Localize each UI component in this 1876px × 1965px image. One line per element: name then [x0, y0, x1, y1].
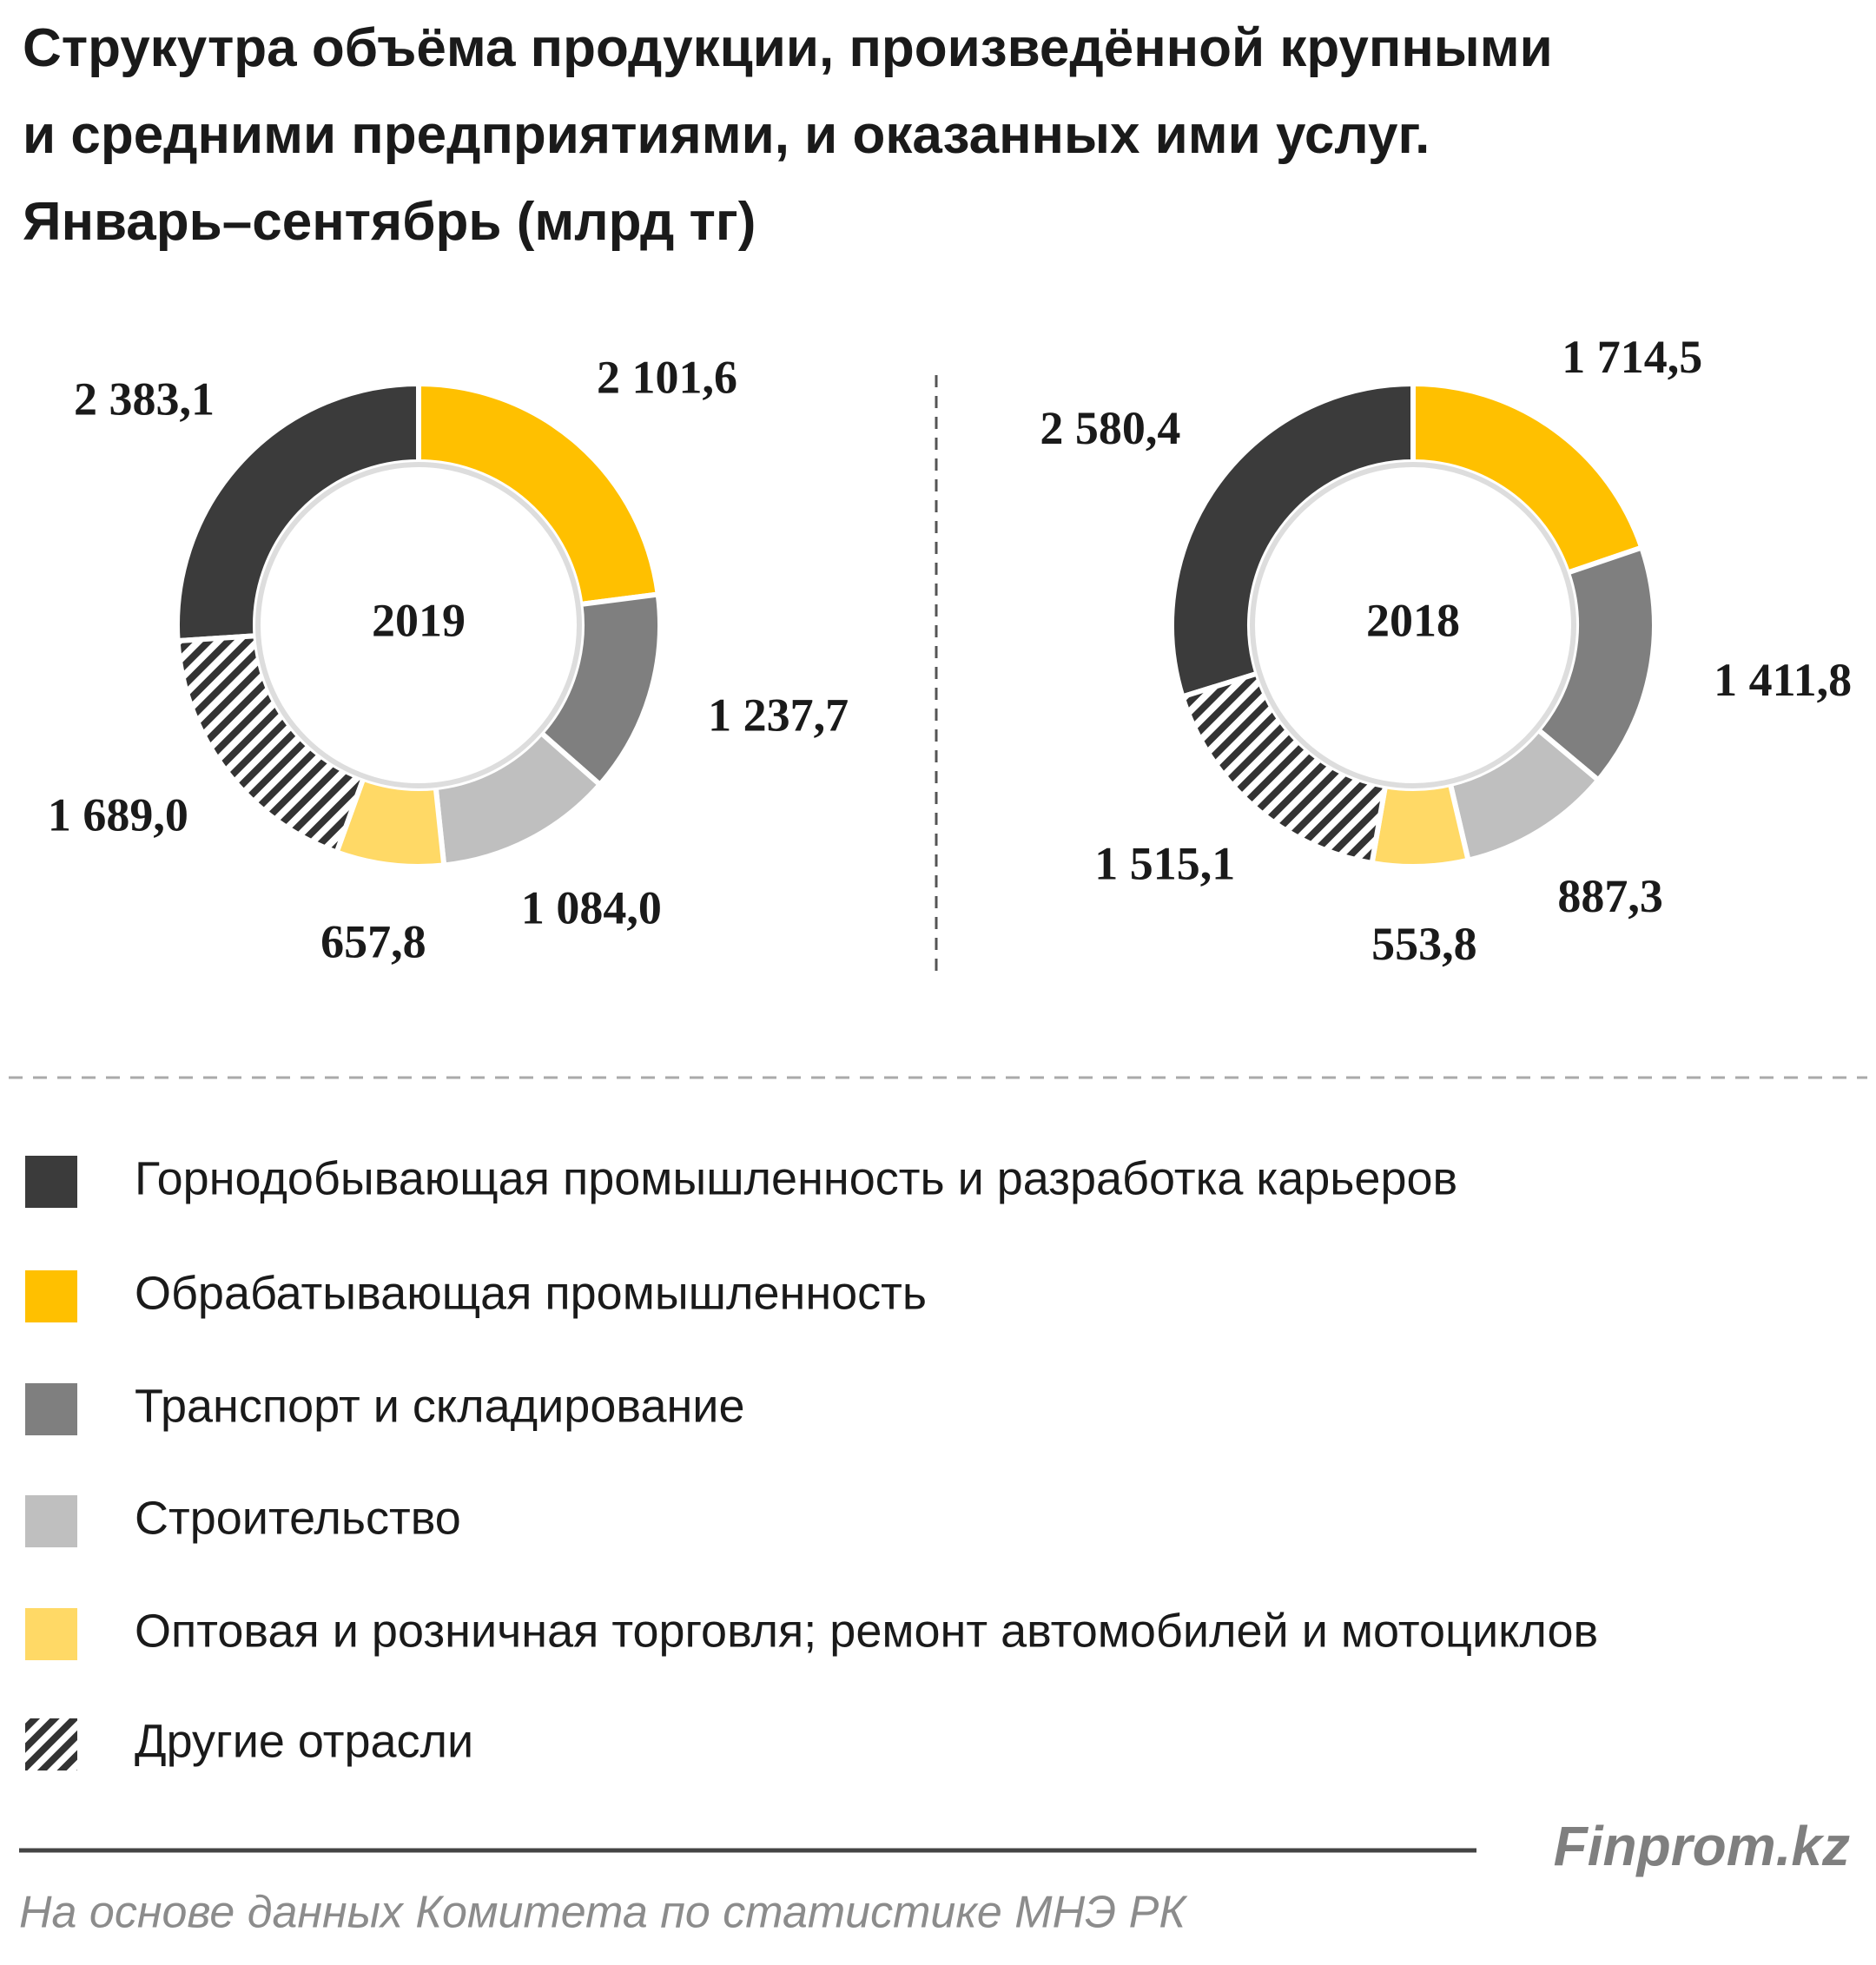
donut-segment — [1169, 380, 1416, 701]
legend-swatch — [25, 1270, 77, 1322]
value-label: 2 580,4 — [1040, 402, 1180, 454]
inner-shadow — [1250, 462, 1576, 788]
value-label: 1 411,8 — [1714, 654, 1852, 706]
donut-segment — [1410, 380, 1646, 577]
legend-label: Транспорт и складирование — [135, 1380, 745, 1432]
title-line: и средними предприятиями, и оказанных им… — [23, 105, 1430, 165]
value-label: 1 084,0 — [521, 882, 662, 934]
donut-segment — [175, 633, 367, 856]
value-label: 1 515,1 — [1094, 838, 1235, 890]
legend-swatch — [25, 1495, 77, 1547]
value-label: 553,8 — [1371, 918, 1477, 970]
value-label: 1 689,0 — [48, 789, 188, 841]
legend-swatch — [25, 1718, 77, 1770]
source: На основе данных Комитета по статистике … — [19, 1888, 1188, 1938]
value-label: 657,8 — [320, 916, 426, 968]
legend-swatch — [25, 1383, 77, 1435]
inner-shadow — [255, 462, 582, 788]
legend-label: Другие отрасли — [135, 1715, 473, 1767]
legend-label: Строительство — [135, 1492, 461, 1544]
legend-swatch — [25, 1608, 77, 1660]
donut-segment — [1369, 781, 1472, 869]
donut-segment — [1179, 669, 1389, 867]
title-line: Струкутра объёма продукции, произведённо… — [23, 18, 1553, 78]
value-label: 2 101,6 — [597, 351, 737, 403]
value-label: 1 237,7 — [708, 689, 849, 741]
value-label: 887,3 — [1557, 870, 1663, 922]
legend-label: Обрабатывающая промышленность — [135, 1267, 927, 1319]
legend-swatch — [25, 1156, 77, 1208]
brand: Finprom.kz — [1554, 1815, 1850, 1877]
center-label: 2019 — [372, 594, 466, 646]
donut-segment — [416, 380, 662, 608]
legend-label: Горнодобывающая промышленность и разрабо… — [135, 1152, 1457, 1204]
title-line: Январь–сентябрь (млрд тг) — [23, 192, 756, 252]
center-label: 2018 — [1366, 594, 1460, 646]
legend-label: Оптовая и розничная торговля; ремонт авт… — [135, 1605, 1598, 1657]
value-label: 2 383,1 — [74, 373, 215, 425]
value-label: 1 714,5 — [1562, 331, 1702, 383]
